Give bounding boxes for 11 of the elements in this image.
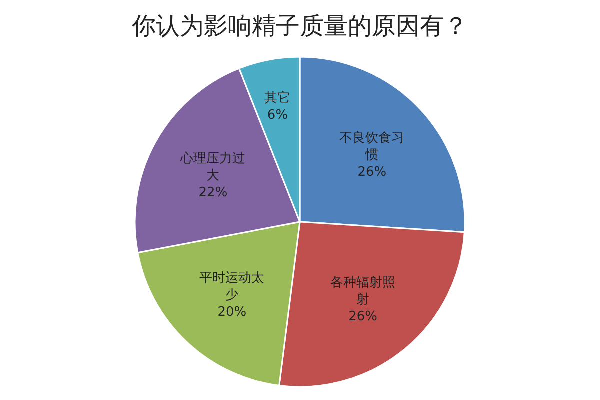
data-label: 20% (218, 305, 247, 320)
data-label: 22% (198, 185, 228, 200)
slice-label: 心理压力过大 (180, 150, 246, 184)
chart-title: 你认为影响精子质量的原因有？ (131, 12, 468, 40)
slice-label: 平时运动太少 (200, 271, 265, 304)
slice-label: 各种辐射照射 (330, 275, 396, 308)
data-label: 26% (358, 165, 387, 180)
slice-label: 不良饮食习惯 (340, 131, 405, 164)
slice-label: 其它 (264, 90, 291, 106)
data-label: 26% (348, 309, 378, 324)
data-label: 6% (267, 108, 288, 123)
